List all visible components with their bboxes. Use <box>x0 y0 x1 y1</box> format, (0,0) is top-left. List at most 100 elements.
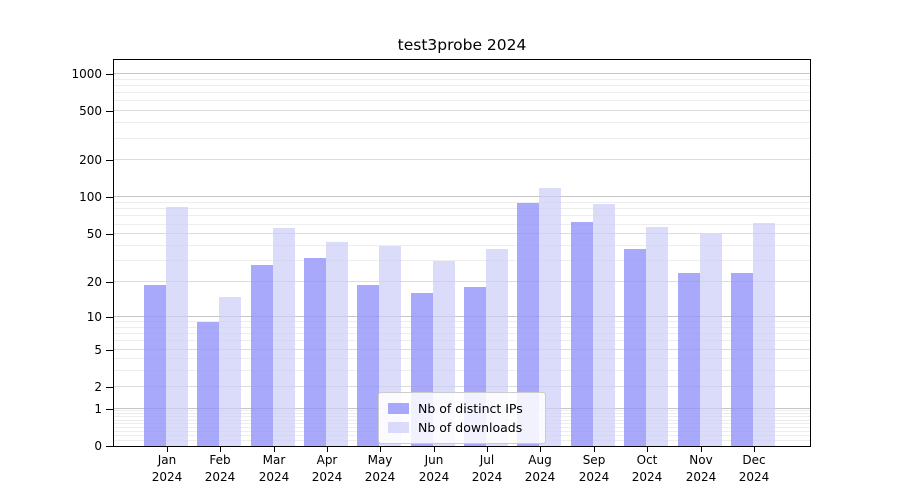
y-tick-label: 50 <box>86 227 102 241</box>
gridline <box>114 233 810 234</box>
x-tick-year: 2024 <box>418 469 450 484</box>
x-tick <box>540 447 541 452</box>
x-tick-year: 2024 <box>738 469 770 484</box>
y-tick-label: 10 <box>86 310 102 324</box>
x-tick-month: Feb <box>209 453 231 467</box>
bar-ips-nov <box>677 272 700 446</box>
gridline-minor <box>114 260 810 261</box>
x-tick-month: Nov <box>689 453 713 467</box>
gridline-minor <box>114 100 810 101</box>
legend-swatch-ips <box>388 403 409 414</box>
x-tick-month: Oct <box>636 453 658 467</box>
plot-area <box>113 59 811 447</box>
x-tick <box>434 447 435 452</box>
gridline-major <box>114 73 810 74</box>
y-tick <box>106 197 114 198</box>
chart-title: test3probe 2024 <box>397 36 527 54</box>
x-tick-label: Jul 2024 <box>455 452 519 485</box>
legend-swatch-downloads <box>388 422 409 433</box>
bar-downloads-jan <box>166 207 188 446</box>
gridline-minor <box>114 224 810 225</box>
y-tick <box>106 350 114 351</box>
x-tick-label: Oct 2024 <box>615 452 679 485</box>
gridline-minor <box>114 85 810 86</box>
y-tick-label: 100 <box>79 190 102 204</box>
gridline-minor <box>114 138 810 139</box>
gridline-minor <box>114 92 810 93</box>
bar-ips-feb <box>197 322 220 446</box>
x-tick <box>327 447 328 452</box>
x-tick-year: 2024 <box>151 469 183 484</box>
bar-ips-aug <box>517 203 540 446</box>
x-tick-month: Apr <box>316 453 338 467</box>
y-tick <box>106 160 114 161</box>
x-tick <box>754 447 755 452</box>
bar-downloads-oct <box>646 227 669 446</box>
gridline-minor <box>114 79 810 80</box>
x-tick <box>487 447 488 452</box>
bar-ips-sep <box>570 222 593 446</box>
x-tick-month: Jun <box>424 453 444 467</box>
y-tick-label: 200 <box>79 153 102 167</box>
y-tick-label: 500 <box>79 104 102 118</box>
x-tick-year: 2024 <box>631 469 663 484</box>
x-tick-label: Jun 2024 <box>402 452 466 485</box>
x-tick <box>274 447 275 452</box>
gridline-major <box>114 316 810 317</box>
bar-ips-jan <box>144 284 166 446</box>
y-tick <box>106 387 114 388</box>
x-tick <box>594 447 595 452</box>
y-tick <box>106 234 114 235</box>
x-tick-year: 2024 <box>685 469 717 484</box>
x-tick-label: Feb 2024 <box>188 452 252 485</box>
x-tick-label: Mar 2024 <box>242 452 306 485</box>
x-tick-month: Dec <box>742 453 766 467</box>
y-tick-label: 2 <box>94 380 102 394</box>
x-tick-year: 2024 <box>524 469 556 484</box>
gridline <box>114 110 810 111</box>
x-tick-month: Sep <box>582 453 606 467</box>
bar-downloads-aug <box>539 188 562 446</box>
y-tick <box>106 446 114 447</box>
y-tick <box>106 409 114 410</box>
gridline <box>114 159 810 160</box>
y-tick-label: 1 <box>94 402 102 416</box>
x-tick-label: Nov 2024 <box>669 452 733 485</box>
legend: Nb of distinct IPs Nb of downloads <box>378 392 546 444</box>
gridline-minor <box>114 321 810 322</box>
legend-item-downloads: Nb of downloads <box>388 418 535 437</box>
y-tick-label: 0 <box>94 439 102 453</box>
legend-label-ips: Nb of distinct IPs <box>418 401 523 416</box>
bar-ips-mar <box>250 264 273 446</box>
bar-ips-apr <box>304 257 327 446</box>
x-tick <box>647 447 648 452</box>
gridline-minor <box>114 327 810 328</box>
x-tick-year: 2024 <box>364 469 396 484</box>
y-tick-label: 1000 <box>71 67 102 81</box>
legend-item-distinct-ips: Nb of distinct IPs <box>388 399 535 418</box>
bar-downloads-sep <box>592 203 615 446</box>
x-tick-label: May 2024 <box>348 452 412 485</box>
y-tick-label: 20 <box>86 275 102 289</box>
bar-downloads-mar <box>272 228 295 446</box>
bar-downloads-feb <box>219 296 242 446</box>
gridline-minor <box>114 340 810 341</box>
x-tick-month: Jan <box>157 453 177 467</box>
y-tick <box>106 282 114 283</box>
x-tick-year: 2024 <box>471 469 503 484</box>
x-tick-year: 2024 <box>258 469 290 484</box>
gridline-minor <box>114 370 810 371</box>
bar-downloads-dec <box>752 222 775 446</box>
x-tick <box>167 447 168 452</box>
y-tick-label: 5 <box>94 343 102 357</box>
gridline-minor <box>114 122 810 123</box>
gridline-minor <box>114 215 810 216</box>
y-tick <box>106 111 114 112</box>
x-tick-label: Jan 2024 <box>135 452 199 485</box>
x-tick-year: 2024 <box>204 469 236 484</box>
x-tick-label: Aug 2024 <box>508 452 572 485</box>
x-tick-month: Aug <box>528 453 552 467</box>
x-tick <box>220 447 221 452</box>
bar-ips-may <box>357 284 380 446</box>
